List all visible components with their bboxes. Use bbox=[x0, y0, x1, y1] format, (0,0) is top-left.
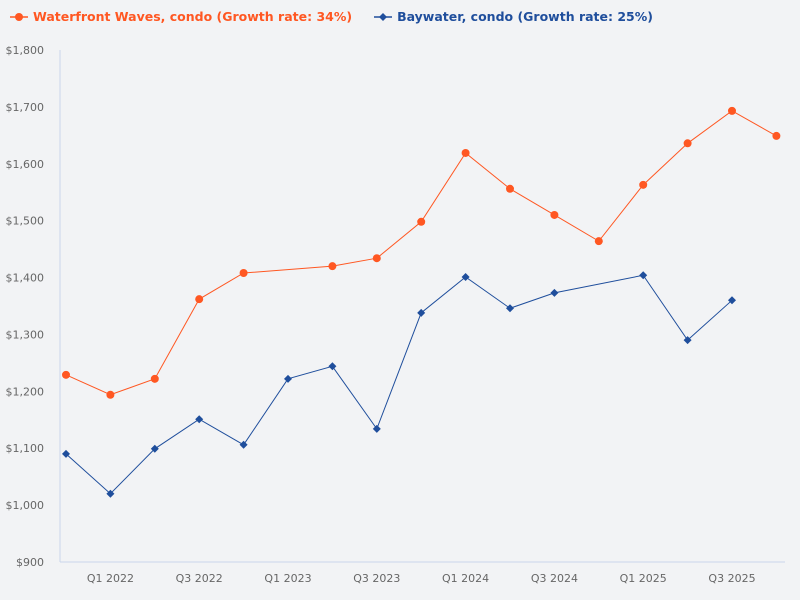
y-tick-label: $1,500 bbox=[6, 215, 45, 228]
data-point bbox=[239, 269, 248, 278]
x-tick-label: Q3 2024 bbox=[531, 572, 578, 585]
y-tick-label: $900 bbox=[16, 556, 44, 569]
data-point bbox=[683, 139, 692, 148]
data-point bbox=[284, 374, 292, 383]
data-point bbox=[506, 304, 514, 313]
y-tick-label: $1,000 bbox=[6, 499, 45, 512]
diamond-marker-icon bbox=[374, 12, 393, 21]
data-point bbox=[728, 296, 736, 305]
data-point bbox=[106, 390, 115, 399]
data-point bbox=[106, 489, 115, 498]
data-point bbox=[639, 271, 648, 280]
data-point bbox=[639, 180, 648, 189]
y-tick-label: $1,100 bbox=[6, 442, 45, 455]
data-point bbox=[506, 184, 514, 193]
x-tick-label: Q3 2022 bbox=[176, 572, 223, 585]
data-point bbox=[150, 444, 159, 453]
data-point bbox=[195, 415, 204, 424]
y-tick-label: $1,800 bbox=[6, 44, 45, 57]
circle-marker-icon bbox=[10, 12, 28, 21]
data-point bbox=[461, 272, 470, 281]
legend: Waterfront Waves, condo (Growth rate: 34… bbox=[10, 9, 653, 24]
data-point bbox=[328, 262, 337, 271]
x-tick-label: Q3 2023 bbox=[353, 572, 400, 585]
series-line-1 bbox=[65, 274, 733, 495]
data-point bbox=[417, 217, 426, 226]
legend-label: Baywater, condo (Growth rate: 25%) bbox=[397, 9, 653, 24]
data-point bbox=[372, 424, 381, 433]
data-point bbox=[550, 210, 559, 219]
data-point bbox=[683, 336, 692, 345]
data-point bbox=[62, 449, 70, 458]
data-point bbox=[372, 254, 381, 263]
y-tick-label: $1,400 bbox=[6, 272, 45, 285]
legend-item-baywater[interactable]: Baywater, condo (Growth rate: 25%) bbox=[374, 9, 653, 24]
y-tick-label: $1,600 bbox=[6, 158, 45, 171]
data-point bbox=[328, 362, 337, 371]
legend-label: Waterfront Waves, condo (Growth rate: 34… bbox=[33, 9, 353, 24]
data-point bbox=[417, 308, 426, 317]
data-point bbox=[461, 148, 470, 157]
legend-item-waterfront-waves[interactable]: Waterfront Waves, condo (Growth rate: 34… bbox=[10, 9, 352, 24]
x-tick-label: Q1 2025 bbox=[620, 572, 667, 585]
data-point bbox=[239, 440, 248, 449]
x-tick-label: Q3 2025 bbox=[708, 572, 755, 585]
data-point bbox=[728, 106, 736, 115]
x-tick-label: Q1 2023 bbox=[264, 572, 311, 585]
x-tick-label: Q1 2024 bbox=[442, 572, 489, 585]
y-tick-label: $1,700 bbox=[6, 101, 45, 114]
x-tick-label: Q1 2022 bbox=[87, 572, 134, 585]
data-point bbox=[62, 370, 70, 379]
data-point bbox=[150, 374, 159, 383]
y-tick-label: $1,300 bbox=[6, 328, 45, 341]
y-tick-label: $1,200 bbox=[6, 385, 45, 398]
series-line-0 bbox=[65, 110, 777, 396]
data-point bbox=[594, 237, 603, 246]
data-point bbox=[550, 288, 559, 297]
data-point bbox=[772, 131, 781, 140]
data-point bbox=[195, 295, 204, 304]
